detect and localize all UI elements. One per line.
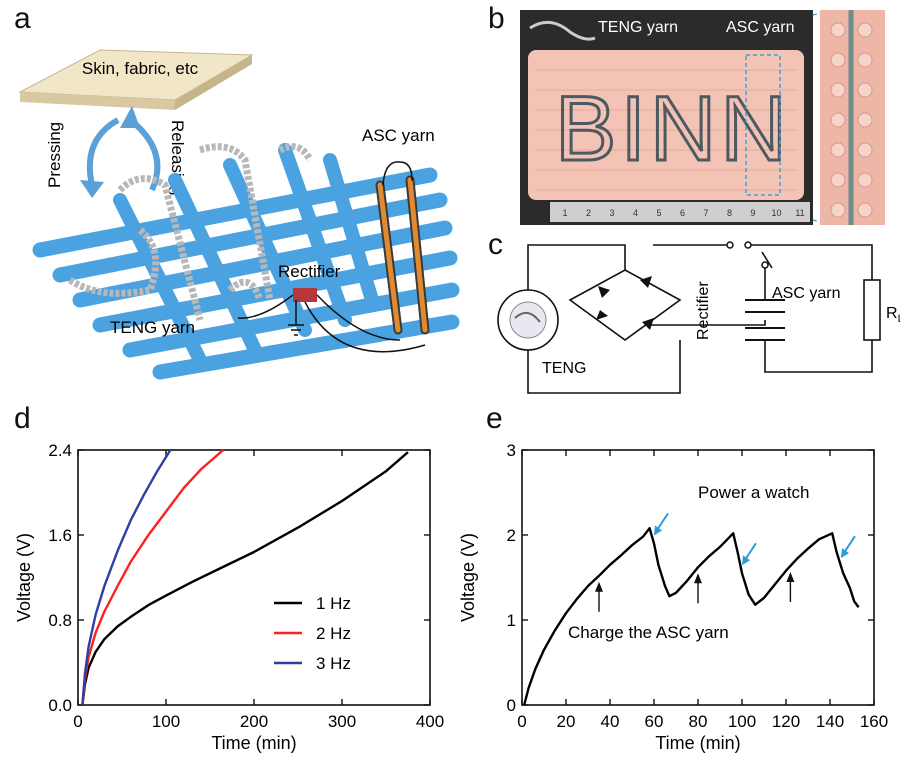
ruler-tick: 3 — [609, 208, 614, 218]
ruler-tick: 11 — [795, 208, 804, 218]
circuit-wires — [527, 244, 873, 394]
x-axis-label: Time (min) — [211, 733, 296, 753]
asc-label-c: ASC yarn — [772, 285, 840, 302]
y-axis-label: Voltage (V) — [14, 533, 34, 622]
zoomed-knit — [830, 22, 873, 218]
teng-yarns — [68, 143, 314, 321]
series-line-0 — [523, 527, 860, 706]
stitched-letters: BINN — [555, 78, 791, 180]
press-release-arrows — [80, 106, 161, 198]
rectifier-label-a: Rectifier — [278, 262, 341, 281]
power-arrowhead — [654, 525, 662, 536]
y-tick-label: 1.6 — [48, 526, 72, 545]
asc-yarns — [375, 161, 430, 335]
power-arrowhead — [841, 548, 849, 559]
x-tick-label: 80 — [689, 712, 708, 731]
x-tick-label: 100 — [728, 712, 756, 731]
rectifier-block — [237, 288, 426, 353]
panel-b-photo: BINN 1 2 3 4 5 6 7 8 9 10 11 TENG yarn ASC yarn — [520, 10, 885, 225]
legend-label: 2 Hz — [316, 624, 351, 643]
panel-letter-d: d — [14, 402, 31, 435]
teng-label-b: TENG yarn — [598, 19, 678, 36]
y-tick-label: 3 — [507, 441, 516, 460]
ruler-tick: 8 — [727, 208, 732, 218]
x-tick-label: 0 — [517, 712, 526, 731]
x-axis-label: Time (min) — [655, 733, 740, 753]
x-tick-label: 200 — [240, 712, 268, 731]
load-resistor — [863, 279, 881, 341]
skin-plate — [18, 49, 254, 110]
x-tick-label: 20 — [557, 712, 576, 731]
y-tick-label: 2.4 — [48, 441, 72, 460]
charge-arrowhead — [786, 571, 795, 582]
x-tick-label: 100 — [152, 712, 180, 731]
asc-label-b: ASC yarn — [726, 19, 794, 36]
x-tick-label: 160 — [860, 712, 888, 731]
series-line-1-hz — [81, 451, 409, 706]
ruler-tick: 4 — [633, 208, 638, 218]
load-label: RL — [886, 305, 900, 325]
x-tick-label: 140 — [816, 712, 844, 731]
y-tick-label: 0.8 — [48, 611, 72, 630]
y-axis-label: Voltage (V) — [460, 533, 478, 622]
ruler-tick: 1 — [562, 208, 567, 218]
ruler-tick: 6 — [680, 208, 685, 218]
plot-frame — [77, 449, 431, 706]
ruler: 1 2 3 4 5 6 7 8 9 10 11 — [550, 202, 810, 222]
zoom-box — [745, 54, 781, 196]
pressing-label: Pressing — [45, 122, 64, 188]
x-tick-label: 400 — [416, 712, 444, 731]
legend-label: 3 Hz — [316, 654, 351, 673]
power-annotation: Power a watch — [698, 483, 810, 502]
power-arrowhead — [742, 555, 750, 566]
textile-swatch — [528, 50, 804, 200]
teng-source — [497, 289, 559, 351]
panel-letter-a: a — [14, 2, 31, 35]
panel-a-schematic: Skin, fabric, etc Pressing Releasing — [18, 49, 460, 380]
x-tick-label: 300 — [328, 712, 356, 731]
teng-label-a: TENG yarn — [110, 318, 195, 337]
panel-letter-c: c — [488, 228, 503, 261]
woven-fabric — [32, 143, 460, 380]
rectifier-label-c: Rectifier — [695, 281, 712, 340]
teng-label-c: TENG — [542, 360, 586, 377]
series-line-2-hz — [81, 449, 224, 706]
panel-c-circuit: TENG Rectifier ASC yarn RL — [497, 241, 900, 394]
ruler-tick: 7 — [703, 208, 708, 218]
legend-label: 1 Hz — [316, 594, 351, 613]
y-tick-label: 0.0 — [48, 696, 72, 715]
capacitor-symbol — [745, 299, 785, 341]
ruler-tick: 5 — [656, 208, 661, 218]
y-tick-label: 2 — [507, 526, 516, 545]
panel-letter-e: e — [486, 402, 503, 435]
teng-yarn-inset — [529, 20, 596, 41]
skin-label: Skin, fabric, etc — [82, 59, 199, 78]
panel-letter-b: b — [488, 2, 505, 35]
ruler-tick: 2 — [586, 208, 591, 218]
ruler-tick: 10 — [771, 208, 781, 218]
chart-e: 0 20 40 60 80 100 120 140 160 0 1 2 3 Time (min) Volta… — [460, 441, 888, 753]
y-tick-label: 0 — [507, 696, 516, 715]
ruler-tick: 9 — [750, 208, 755, 218]
chart-d: 0 100 200 300 400 0.0 0.8 1.6 2.4 Time (min) Volta… — [14, 441, 444, 753]
charge-arrowhead — [694, 573, 702, 584]
x-tick-label: 120 — [772, 712, 800, 731]
y-tick-label: 1 — [507, 611, 516, 630]
charge-arrowhead — [595, 581, 603, 592]
series-line-3-hz — [81, 449, 172, 706]
knit-texture — [535, 69, 798, 191]
charge-annotation: Charge the ASC yarn — [568, 623, 729, 642]
diode-bridge — [596, 276, 654, 330]
x-tick-label: 60 — [645, 712, 664, 731]
x-tick-label: 40 — [601, 712, 620, 731]
asc-label-a: ASC yarn — [362, 126, 435, 145]
x-tick-label: 0 — [73, 712, 82, 731]
